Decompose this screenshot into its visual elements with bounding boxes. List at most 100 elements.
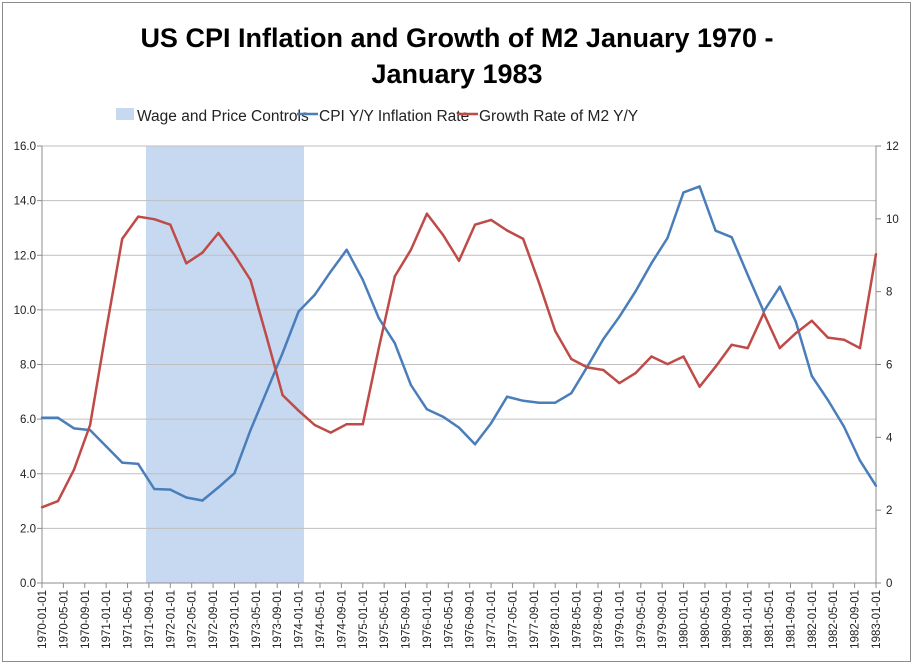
m2-data-point [698,385,701,388]
m2-data-point [730,343,733,347]
x-axis-tick-label: 1976-09-01 [465,590,477,649]
cpi-data-point [297,310,300,313]
cpi-data-point [441,415,445,418]
x-axis-tick-label: 1981-09-01 [785,590,797,649]
x-axis-tick-label: 1982-05-01 [828,590,840,649]
cpi-data-point [521,399,525,403]
x-axis-tick-label: 1978-09-01 [593,590,605,649]
cpi-data-point [72,427,76,430]
x-axis-tick-label: 1974-09-01 [336,590,348,649]
m2-data-point [874,252,878,256]
left-axis-tick-label: 14.0 [14,196,36,208]
cpi-data-point [361,278,364,282]
cpi-data-point [489,422,493,425]
x-axis-tick-label: 1980-09-01 [721,590,733,649]
x-axis-tick-label: 1973-05-01 [251,590,263,649]
m2-data-point [88,423,92,427]
x-axis-tick-label: 1976-05-01 [443,590,455,649]
cpi-data-point [329,270,332,273]
legend-label-controls: Wage and Price Controls [137,108,309,125]
x-axis-tick-label: 1972-05-01 [187,590,199,649]
cpi-data-point [698,185,701,188]
cpi-data-point [137,462,140,466]
m2-data-point [249,278,252,282]
m2-data-point [40,506,44,509]
right-axis-tick-label: 8 [886,287,892,299]
cpi-data-point [169,488,172,491]
m2-data-point [169,223,172,226]
cpi-data-point [810,374,814,378]
m2-data-point [313,423,316,427]
legend-label-cpi: CPI Y/Y Inflation Rate [319,108,469,125]
cpi-data-point [473,443,477,446]
cpi-data-point [537,401,541,404]
cpi-data-point [345,248,348,251]
x-axis-tick-label: 1980-05-01 [700,590,712,649]
x-axis-tick-label: 1977-01-01 [486,590,498,649]
legend-swatch-controls [116,108,134,120]
cpi-data-point [249,428,252,432]
m2-data-point [810,319,814,322]
left-axis-tick-label: 6.0 [20,414,36,426]
cpi-data-point [425,408,429,411]
m2-data-point [233,253,236,257]
x-axis-tick-label: 1981-05-01 [764,590,776,649]
x-axis-tick-label: 1979-09-01 [657,590,669,649]
cpi-data-point [746,273,749,277]
m2-data-point [217,231,220,235]
m2-data-point [666,362,669,366]
cpi-data-point [185,496,188,499]
cpi-data-point [313,293,316,297]
m2-data-point [521,237,525,241]
x-axis-tick-label: 1979-05-01 [636,590,648,649]
right-axis-tick-label: 4 [886,432,893,444]
m2-data-point [489,218,493,222]
m2-data-point [409,248,413,251]
m2-data-point [329,431,332,434]
m2-data-point [842,338,846,341]
m2-data-point [714,365,717,368]
x-axis-tick-label: 1982-01-01 [807,590,819,649]
chart-title-line-1: US CPI Inflation and Growth of M2 Januar… [140,23,773,53]
cpi-data-point [201,499,204,502]
cpi-data-point [570,391,573,395]
x-axis-tick-label: 1974-05-01 [315,590,327,649]
right-axis-tick-label: 0 [886,578,892,590]
m2-data-point [425,212,429,215]
m2-data-point [473,223,477,226]
x-axis-tick-label: 1977-05-01 [507,590,519,649]
cpi-data-point [120,461,124,464]
m2-data-point [505,229,509,232]
m2-data-point [602,368,605,372]
cpi-data-point [505,395,509,398]
cpi-data-point [40,416,44,419]
cpi-data-point [634,290,637,293]
cpi-data-point [794,320,798,323]
m2-data-point [281,393,284,397]
cpi-data-point [650,261,653,265]
cpi-data-point [265,390,268,394]
cpi-data-point [409,383,413,387]
cpi-data-point [858,459,862,462]
m2-data-point [650,355,653,358]
x-axis-tick-label: 1970-01-01 [37,590,49,649]
x-axis-tick-label: 1972-09-01 [208,590,220,649]
cpi-data-point [682,191,685,194]
m2-data-point [297,409,300,412]
cpi-data-point [842,425,846,428]
m2-data-point [746,346,749,350]
m2-data-point [393,275,397,278]
m2-data-point [377,346,381,350]
m2-data-point [265,335,268,338]
x-axis-tick-label: 1975-01-01 [358,590,370,649]
left-axis-tick-label: 0.0 [20,578,36,590]
m2-data-point [120,237,124,241]
x-axis-tick-label: 1972-01-01 [165,590,177,649]
x-axis-tick-label: 1970-09-01 [80,590,92,649]
left-axis-tick-label: 12.0 [14,250,36,262]
m2-data-point [778,346,781,350]
cpi-data-point [153,487,156,491]
x-axis-tick-label: 1979-01-01 [614,590,626,649]
left-axis-tick-label: 8.0 [20,360,36,372]
